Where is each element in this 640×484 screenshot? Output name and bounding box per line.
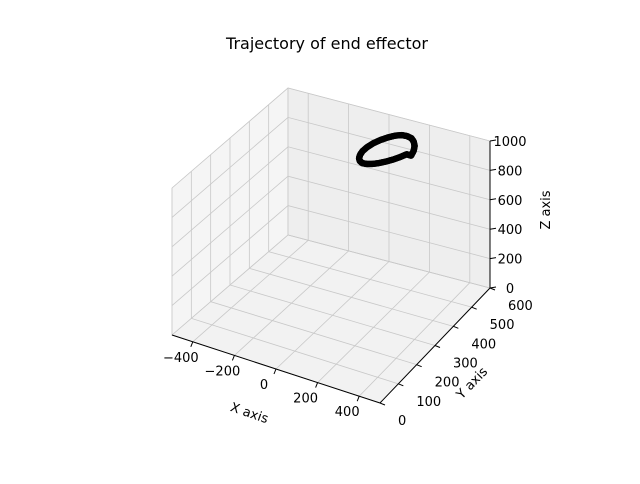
chart-title: Trajectory of end effector	[225, 34, 428, 53]
z-gridline	[171, 234, 491, 336]
z-tick-label: 200	[498, 253, 523, 268]
x-axis-label: X axis	[228, 400, 270, 427]
trajectory-point	[407, 152, 414, 159]
z-tick	[489, 286, 497, 289]
x-tick	[273, 368, 277, 375]
y-tick-label: 400	[471, 337, 496, 352]
y-tick-label: 0	[398, 414, 406, 429]
y-tick-label: 500	[490, 318, 515, 333]
y-tick-label: 300	[453, 357, 478, 372]
y-tick	[379, 402, 386, 406]
z-tick-label: 400	[498, 223, 523, 238]
y-tick	[398, 383, 404, 387]
z-gridline	[171, 146, 491, 248]
x-tick-label: 400	[335, 405, 360, 420]
z-tick	[489, 168, 497, 171]
y-tick-label: 200	[435, 376, 460, 391]
x-tick-label: −200	[205, 364, 241, 379]
x-tick	[315, 382, 319, 388]
trajectory-series	[355, 131, 418, 168]
axis-panes	[171, 87, 491, 404]
z-gridline	[171, 205, 491, 306]
z-tick-label: 800	[498, 164, 523, 179]
y-tick	[471, 306, 477, 310]
y-tick	[434, 345, 441, 348]
tick-labels: −400 −200 0 200 400 0 100 200 300 400 500 600 0 200 40…	[163, 135, 533, 429]
x-tick-label: 0	[260, 378, 268, 393]
z-tick	[489, 227, 497, 230]
z-tick	[489, 257, 497, 260]
y-tick-label: 100	[416, 395, 441, 410]
z-gridline	[171, 87, 491, 189]
x-tick	[356, 396, 360, 402]
z-tick-label: 0	[506, 282, 514, 297]
y-tick	[416, 364, 422, 368]
z-tick-label: 1000	[493, 135, 526, 150]
y-tick-label: 600	[508, 299, 533, 314]
z-axis-label: Z axis	[539, 190, 554, 229]
z-gridline	[171, 116, 491, 218]
z-tick	[489, 198, 497, 201]
y-tick	[453, 325, 459, 329]
tick-marks	[190, 139, 497, 406]
x-tick-label: 200	[293, 392, 318, 407]
z-tick-label: 600	[498, 194, 523, 209]
z-gridline	[171, 175, 491, 277]
z-tick	[489, 139, 497, 142]
x-tick	[190, 341, 194, 347]
x-tick	[231, 355, 235, 361]
x-tick-label: −400	[163, 351, 199, 366]
